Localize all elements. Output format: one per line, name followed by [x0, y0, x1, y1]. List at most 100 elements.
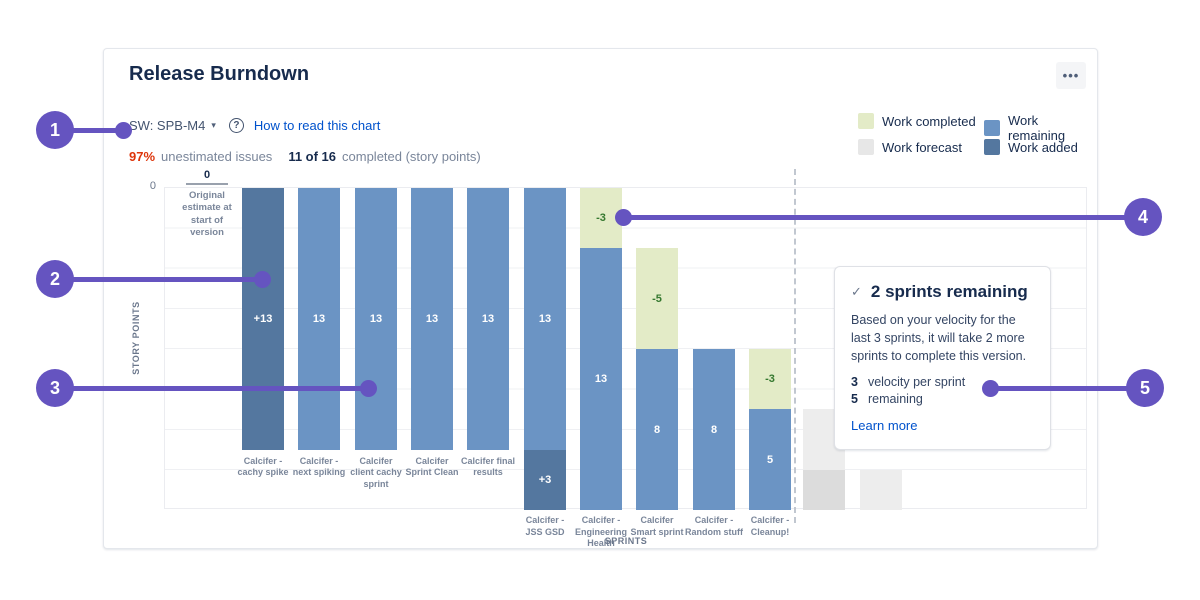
- velocity-value: 3: [851, 375, 858, 390]
- bar-segment-remaining: 8: [693, 349, 735, 510]
- release-burndown-card: Release Burndown ••• SW: SPB-M4 ▾ ? How …: [103, 48, 1098, 549]
- bar-segment-remaining: 13: [411, 188, 453, 450]
- legend-label: Work forecast: [882, 139, 962, 155]
- how-to-read-link[interactable]: How to read this chart: [253, 118, 381, 133]
- bar-segment-completed: -5: [636, 248, 678, 349]
- sprint-label: Calcifer - JSS GSD: [525, 515, 565, 537]
- bar-segment-remaining: 13: [355, 188, 397, 450]
- panel-title: 2 sprints remaining: [870, 282, 1028, 301]
- legend-label: Work remaining: [1008, 113, 1066, 143]
- work-forecast-swatch: [858, 139, 874, 155]
- callout-line-2: [55, 276, 262, 282]
- sprint-label: Calcifer - Cleanup!: [750, 515, 790, 537]
- chevron-down-icon: ▾: [211, 120, 216, 130]
- unestimated-percentage: 97%: [129, 149, 156, 164]
- help-icon[interactable]: ?: [228, 118, 244, 133]
- more-icon: •••: [1062, 68, 1080, 83]
- panel-stats: 3 velocity per sprint 5 remaining: [851, 375, 1034, 406]
- work-added-swatch: [984, 139, 1000, 155]
- version-selector-dropdown[interactable]: SW: SPB-M4 ▾: [129, 118, 216, 133]
- callout-badge-1: 1: [36, 111, 74, 149]
- x-axis-title: SPRINTS: [604, 536, 648, 546]
- callout-dot-1: [114, 121, 132, 139]
- callout-line-4: [623, 214, 1143, 220]
- sprint-label: Calcifer client cachy sprint: [350, 455, 402, 489]
- completed-count: 11 of 16: [288, 149, 337, 164]
- work-remaining-swatch: [984, 120, 1000, 136]
- callout-badge-2: 2: [36, 260, 74, 298]
- learn-more-link[interactable]: Learn more: [851, 418, 918, 434]
- y-axis-zero-tick: 0: [149, 180, 156, 192]
- callout-dot-2: [253, 270, 271, 288]
- bar-value-label: 13: [312, 312, 326, 325]
- plot-area: +13 Calcifer - cachy spike 13 Calcifer - ne…: [164, 187, 1087, 548]
- callout-badge-3: 3: [36, 369, 74, 407]
- check-icon: ✓: [851, 284, 862, 299]
- bar-value-label: 13: [594, 373, 608, 386]
- page-title: Release Burndown: [129, 63, 310, 85]
- bar-value-label: 8: [710, 423, 718, 436]
- legend-item-work-completed: Work completed: [858, 113, 976, 129]
- velocity-label: velocity per sprint: [867, 375, 966, 390]
- bar-value-label: -3: [596, 212, 606, 225]
- version-selector-label: SW: SPB-M4: [129, 118, 206, 133]
- bar-segment-added: +3: [524, 449, 566, 510]
- bar-segment-remaining: 13: [467, 188, 509, 450]
- bar-segment-added: +13: [242, 188, 284, 450]
- sprint-label: Calcifer Smart sprint: [630, 515, 684, 537]
- summary-stats: 97% unestimated issues 11 of 16 complete…: [129, 149, 481, 164]
- bar-value-label: 5: [766, 453, 774, 466]
- completed-label: completed (story points): [342, 149, 481, 164]
- bar-segment-forecast_dark: [803, 469, 845, 510]
- unestimated-label: unestimated issues: [161, 149, 273, 164]
- bar-segment-forecast: [860, 469, 902, 510]
- bar-value-label: 8: [653, 423, 661, 436]
- sprints-remaining-panel: ✓ 2 sprints remaining Based on your velo…: [834, 266, 1051, 451]
- legend-label: Work added: [1008, 139, 1078, 155]
- callout-line-5: [990, 385, 1145, 391]
- original-estimate-value: 0: [203, 169, 211, 181]
- bar-segment-completed: -3: [749, 349, 791, 410]
- bar-value-label: 13: [481, 312, 495, 325]
- callout-dot-4: [614, 208, 632, 226]
- chart-controls: SW: SPB-M4 ▾ ? How to read this chart: [129, 118, 380, 133]
- bar-segment-remaining: 13: [298, 188, 340, 450]
- velocity-stat: 3 velocity per sprint: [851, 375, 1034, 389]
- sprint-label: Calcifer - Random stuff: [685, 515, 743, 537]
- remaining-label: remaining: [867, 392, 923, 407]
- callout-badge-4: 4: [1124, 198, 1162, 236]
- bar-segment-remaining: 13: [524, 188, 566, 450]
- bar-segment-remaining: 8: [636, 349, 678, 510]
- sprint-label: Calcifer Sprint Clean: [405, 455, 459, 478]
- more-actions-button[interactable]: •••: [1056, 62, 1086, 89]
- legend-item-work-forecast: Work forecast: [858, 139, 962, 155]
- callout-line-3: [55, 385, 368, 391]
- callout-line-1: [55, 127, 123, 133]
- bar-value-label: +3: [538, 473, 552, 486]
- sprint-label: Calcifer - next spiking: [292, 455, 346, 478]
- bar-segment-remaining: 5: [749, 409, 791, 510]
- sprint-label: Calcifer final results: [460, 455, 516, 478]
- remaining-value: 5: [851, 392, 858, 407]
- bar-value-label: -5: [652, 292, 662, 305]
- sprint-label: Calcifer - cachy spike: [237, 455, 289, 478]
- bar-value-label: -3: [765, 373, 775, 386]
- bar-segment-remaining: 13: [580, 248, 622, 510]
- callout-dot-5: [981, 379, 999, 397]
- legend-item-work-added: Work added: [984, 139, 1078, 155]
- bar-value-label: 13: [538, 312, 552, 325]
- original-estimate-underline: [186, 183, 228, 185]
- forecast-divider-dashed-line: [794, 169, 796, 523]
- panel-body-text: Based on your velocity for the last 3 sp…: [851, 313, 1027, 363]
- callout-badge-5: 5: [1126, 369, 1164, 407]
- bar-value-label: 13: [425, 312, 439, 325]
- sprint-label: Calcifer - Engineering Health: [574, 515, 627, 549]
- callout-dot-3: [359, 379, 377, 397]
- legend-item-work-remaining: Work remaining: [984, 113, 1097, 143]
- remaining-stat: 5 remaining: [851, 392, 1034, 406]
- bar-value-label: +13: [253, 312, 273, 325]
- work-completed-swatch: [858, 113, 874, 129]
- legend-label: Work completed: [882, 113, 976, 129]
